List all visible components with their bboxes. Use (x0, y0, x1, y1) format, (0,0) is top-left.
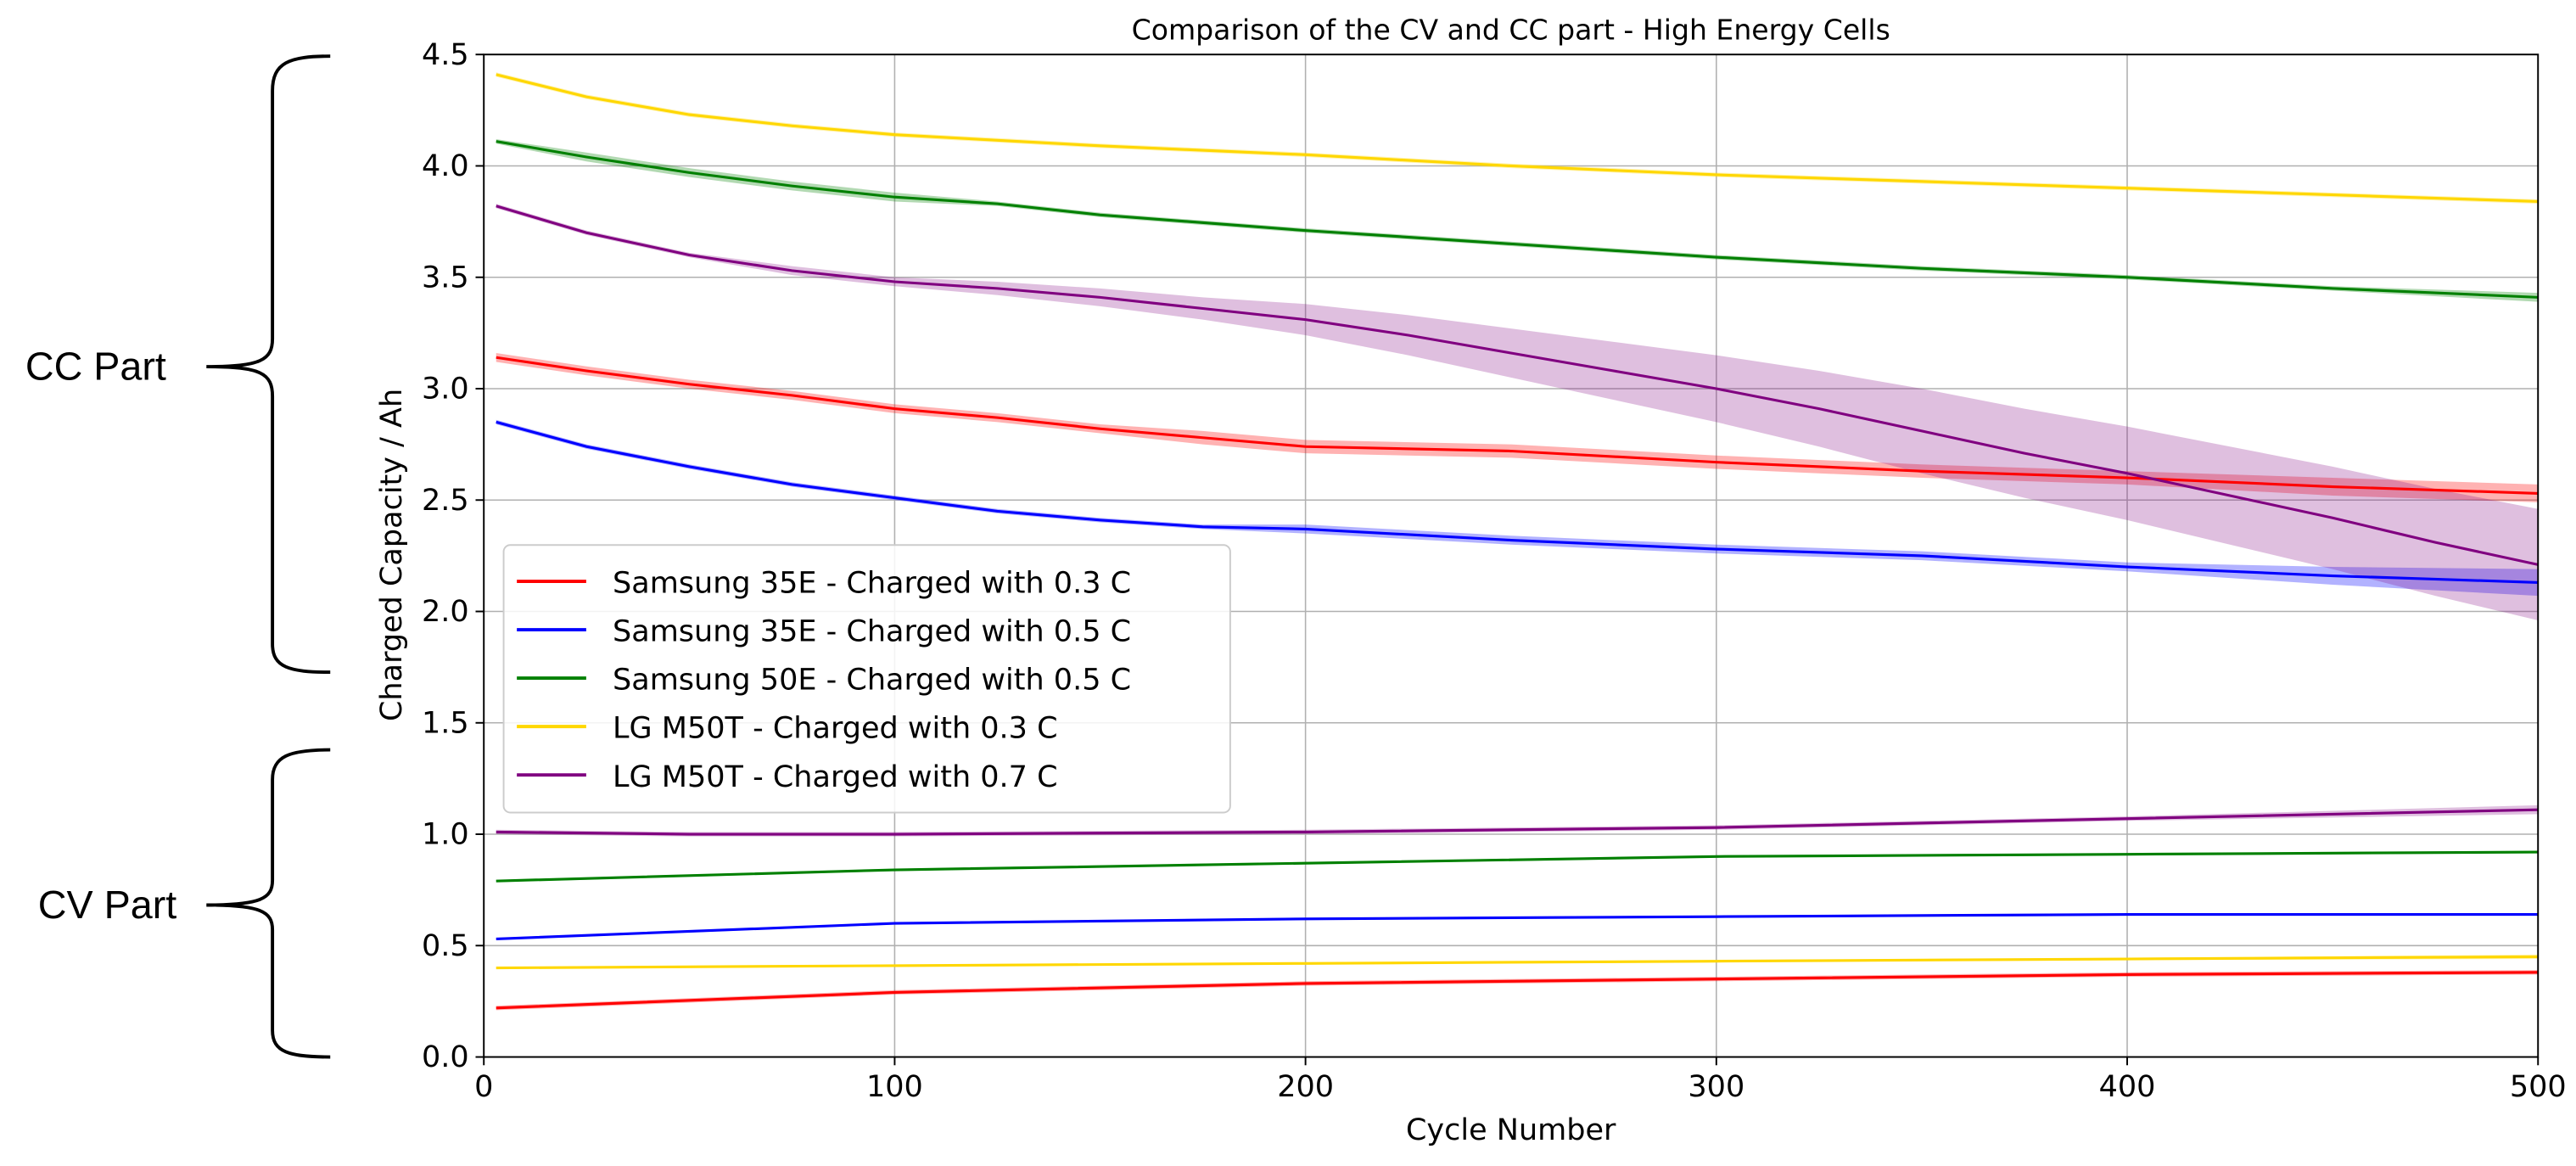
plot-frame (483, 53, 2540, 1058)
series-line-cc-1 (496, 420, 2539, 584)
legend-item: Samsung 50E - Charged with 0.5 C (517, 663, 1131, 698)
chart-title: Comparison of the CV and CC part - High … (1132, 14, 1890, 47)
legend-label: Samsung 50E - Charged with 0.5 C (613, 663, 1131, 698)
x-ticks: 0 100 200 300 400 500 (474, 1057, 2567, 1104)
y-ticks: 0.0 0.5 1.0 1.5 2.0 2.5 3.0 3.5 4.0 4.5 (422, 37, 484, 1074)
legend: Samsung 35E - Charged with 0.3 C Samsung … (502, 544, 1231, 814)
series-line-cc-2 (496, 140, 2539, 299)
series-line-cc-0 (496, 356, 2539, 495)
series-line-cc-4 (496, 205, 2539, 566)
y-tick-label: 1.0 (422, 817, 469, 852)
legend-label: Samsung 35E - Charged with 0.3 C (613, 566, 1131, 601)
y-tick-label: 4.5 (422, 37, 469, 72)
legend-box (502, 544, 1231, 814)
x-tick-label: 100 (866, 1069, 923, 1104)
legend-item: LG M50T - Charged with 0.7 C (517, 760, 1058, 794)
y-tick-label: 0.5 (422, 928, 469, 963)
y-tick-label: 3.5 (422, 260, 469, 294)
cc-brace-annotation: CC Part (25, 54, 331, 675)
x-axis-label: Cycle Number (1406, 1113, 1616, 1147)
legend-label: LG M50T - Charged with 0.3 C (613, 711, 1058, 746)
x-tick-label: 300 (1688, 1069, 1744, 1104)
legend-label: LG M50T - Charged with 0.7 C (613, 760, 1058, 794)
cv-part-label: CV Part (38, 883, 176, 927)
y-tick-label: 0.0 (422, 1040, 469, 1074)
cv-brace-annotation: CV Part (38, 748, 331, 1059)
y-tick-label: 2.5 (422, 483, 469, 518)
cc-brace (206, 54, 331, 675)
x-tick-label: 400 (2099, 1069, 2156, 1104)
legend-label: Samsung 35E - Charged with 0.5 C (613, 614, 1131, 649)
legend-item: Samsung 35E - Charged with 0.3 C (517, 566, 1131, 601)
x-tick-label: 0 (474, 1069, 493, 1104)
series-line-cc-3 (496, 73, 2539, 204)
x-tick-label: 500 (2510, 1069, 2567, 1104)
series-line-cv-9 (496, 971, 2539, 1010)
cv-brace (206, 748, 331, 1059)
series-line-cv-8 (496, 955, 2539, 970)
std-band-cv-6 (496, 850, 2539, 883)
y-tick-label: 4.0 (422, 149, 469, 183)
y-tick-label: 3.0 (422, 372, 469, 406)
legend-item: LG M50T - Charged with 0.3 C (517, 711, 1058, 746)
cc-part-label: CC Part (25, 345, 166, 389)
series-line-cv-6 (496, 850, 2539, 883)
y-tick-label: 1.5 (422, 705, 469, 740)
series-line-cv-7 (496, 912, 2539, 940)
x-tick-label: 200 (1277, 1069, 1334, 1104)
legend-item: Samsung 35E - Charged with 0.5 C (517, 614, 1131, 649)
y-axis-label: Charged Capacity / Ah (374, 389, 409, 721)
series-lines (496, 73, 2539, 1010)
std-band-cv-9 (496, 970, 2539, 1011)
y-tick-label: 2.0 (422, 594, 469, 629)
series-line-cv-5 (496, 808, 2539, 836)
std-band-cc-1 (496, 419, 2539, 597)
